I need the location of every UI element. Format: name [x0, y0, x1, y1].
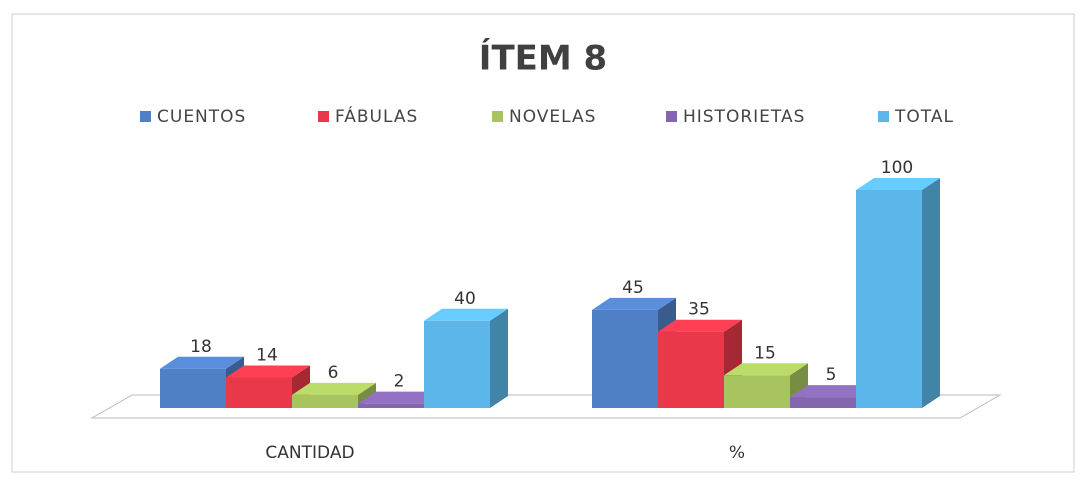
legend-label: HISTORIETAS	[683, 107, 805, 127]
bar	[658, 331, 724, 408]
bar-top	[226, 365, 310, 378]
value-label: 45	[622, 278, 644, 298]
legend-label: FÁBULAS	[335, 105, 418, 127]
bar-top	[292, 382, 376, 395]
bar-top	[160, 356, 244, 369]
bar-top	[790, 385, 874, 398]
bar-top	[724, 363, 808, 376]
bar	[358, 403, 424, 408]
bar	[790, 397, 856, 408]
legend-swatch	[318, 111, 329, 122]
legend-label: CUENTOS	[157, 107, 246, 127]
legend-swatch	[666, 111, 677, 122]
legend-swatch	[492, 111, 503, 122]
bar-top	[424, 308, 508, 321]
value-label: 14	[256, 345, 278, 365]
value-label: 40	[454, 289, 476, 309]
bar	[226, 377, 292, 408]
bar-top	[856, 178, 940, 190]
bar-top	[658, 319, 742, 332]
bar	[592, 309, 658, 408]
bar-top	[358, 391, 442, 404]
legend-swatch	[878, 111, 889, 122]
value-label: 18	[190, 337, 212, 357]
legend-label: TOTAL	[894, 107, 954, 127]
legend-swatch	[140, 111, 151, 122]
value-label: 15	[754, 343, 776, 363]
legend-label: NOVELAS	[509, 107, 596, 127]
value-label: 2	[394, 372, 405, 392]
bar-top	[592, 297, 676, 310]
value-label: 100	[881, 158, 913, 178]
bar	[856, 190, 922, 408]
bar	[160, 368, 226, 408]
bar	[724, 375, 790, 408]
chart-title: ÍTEM 8	[479, 38, 607, 79]
value-label: 6	[328, 363, 339, 383]
value-label: 35	[688, 300, 710, 320]
bar-side	[490, 308, 508, 408]
x-tick-label: %	[729, 443, 745, 463]
value-label: 5	[826, 365, 837, 385]
bar-side	[922, 178, 940, 408]
bar	[292, 394, 358, 408]
bar	[424, 320, 490, 408]
x-tick-label: CANTIDAD	[265, 443, 354, 463]
